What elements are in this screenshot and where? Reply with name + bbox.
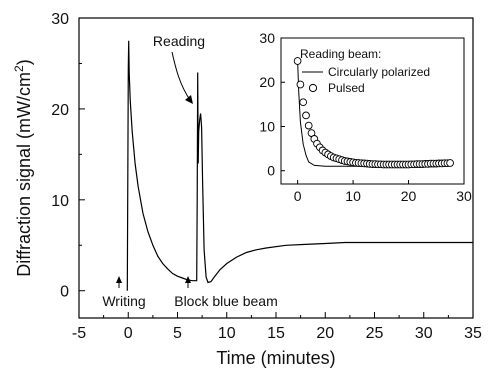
main-series-line	[126, 40, 473, 291]
inset-x-tick-label: 20	[401, 188, 417, 204]
annotation-writing-arrowhead	[116, 276, 122, 283]
y-axis-label: Diffraction signal (mW/cm2)	[12, 59, 34, 276]
inset-y-tick-label: 20	[259, 74, 275, 90]
inset-background	[281, 38, 464, 184]
annotation-writing: Writing	[102, 293, 145, 309]
x-tick-label: 20	[316, 325, 334, 342]
inset-legend-circularly-polarized: Circularly polarized	[328, 65, 430, 79]
inset-pulsed-point	[296, 80, 305, 89]
inset-legend-title: Reading beam:	[300, 47, 381, 61]
inset-y-tick-label: 30	[259, 30, 275, 46]
x-tick-label: 25	[366, 325, 384, 342]
annotation-reading: Reading	[153, 33, 205, 49]
annotation-reading-arrowhead	[185, 95, 193, 104]
inset-pulsed-point	[293, 57, 302, 65]
x-tick-label: 15	[267, 325, 285, 342]
annotation-reading-arrow	[171, 51, 191, 101]
x-tick-label: 5	[173, 325, 182, 342]
x-axis-label: Time (minutes)	[216, 348, 335, 368]
x-tick-label: 30	[415, 325, 433, 342]
x-tick-label: -5	[72, 325, 86, 342]
inset-x-tick-label: 10	[345, 188, 361, 204]
inset-plot-frame	[280, 37, 465, 185]
inset-pulsed-point	[302, 111, 310, 120]
annotation-block-blue-beam: Block blue beam	[174, 293, 278, 309]
inset-y-tick-label: 10	[259, 118, 275, 134]
x-tick-label: 0	[124, 325, 133, 342]
y-axis-label-superscript: 2	[12, 65, 26, 72]
y-tick-label: 20	[51, 102, 69, 119]
annotation-block-arrowhead	[185, 276, 191, 283]
inset-y-tick-label: 0	[267, 163, 275, 179]
inset-pulsed-point	[304, 121, 313, 130]
inset-x-tick-label: 0	[294, 188, 302, 204]
x-tick-label: 10	[218, 325, 236, 342]
y-axis-label-main: Diffraction signal (mW/cm	[14, 72, 34, 277]
y-tick-label: 10	[51, 193, 69, 210]
inset-legend-marker-swatch	[308, 83, 318, 93]
inset-pulsed-point	[446, 159, 454, 167]
x-tick-label: 35	[464, 325, 482, 342]
inset-legend-pulsed: Pulsed	[328, 81, 365, 95]
y-tick-label: 30	[51, 11, 69, 28]
y-axis-label-close: )	[14, 59, 34, 65]
y-tick-label: 0	[60, 284, 69, 301]
inset-pulsed-point	[299, 98, 308, 107]
inset-x-tick-label: 30	[456, 188, 472, 204]
